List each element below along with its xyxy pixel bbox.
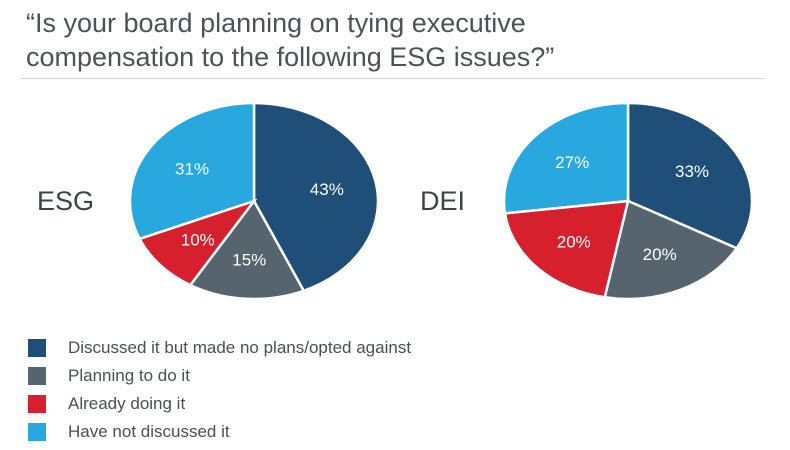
legend-swatch-not-discussed bbox=[28, 423, 46, 441]
chart-title: “Is your board planning on tying executi… bbox=[26, 6, 766, 74]
legend-swatch-already bbox=[28, 395, 46, 413]
dei-slice-label-not-discussed: 27% bbox=[555, 153, 589, 172]
legend-label-planning: Planning to do it bbox=[68, 366, 190, 385]
dei-slice-label-already: 20% bbox=[557, 232, 591, 251]
esg-slice-discussed bbox=[252, 101, 380, 293]
legend-swatch-planning bbox=[28, 367, 46, 385]
esg-slice-label-planning: 15% bbox=[232, 251, 266, 270]
esg-slice-planning bbox=[188, 198, 306, 301]
legend-swatch-discussed bbox=[28, 339, 46, 357]
title-line-2: compensation to the following ESG issues… bbox=[26, 42, 555, 72]
esg-slice-label-discussed: 43% bbox=[310, 180, 344, 199]
legend-label-not-discussed: Have not discussed it bbox=[68, 422, 230, 441]
dei-slice-discussed bbox=[626, 101, 754, 250]
dei-slice-label-planning: 20% bbox=[643, 245, 677, 264]
dei-slice-not-discussed bbox=[502, 101, 630, 215]
title-divider bbox=[20, 78, 765, 79]
dei-slice-already bbox=[503, 199, 630, 299]
dei-slice-planning bbox=[603, 199, 739, 301]
esg-chart-label: ESG bbox=[37, 186, 95, 216]
title-line-1: “Is your board planning on tying executi… bbox=[26, 8, 526, 38]
legend-label-already: Already doing it bbox=[68, 394, 186, 413]
esg-slice-not-discussed bbox=[128, 101, 256, 241]
dei-chart-label: DEI bbox=[420, 186, 466, 216]
legend-label-discussed: Discussed it but made no plans/opted aga… bbox=[68, 338, 412, 357]
dei-slice-label-discussed: 33% bbox=[675, 162, 709, 181]
esg-slice-label-already: 10% bbox=[181, 231, 215, 250]
esg-slice-label-not-discussed: 31% bbox=[175, 159, 209, 178]
